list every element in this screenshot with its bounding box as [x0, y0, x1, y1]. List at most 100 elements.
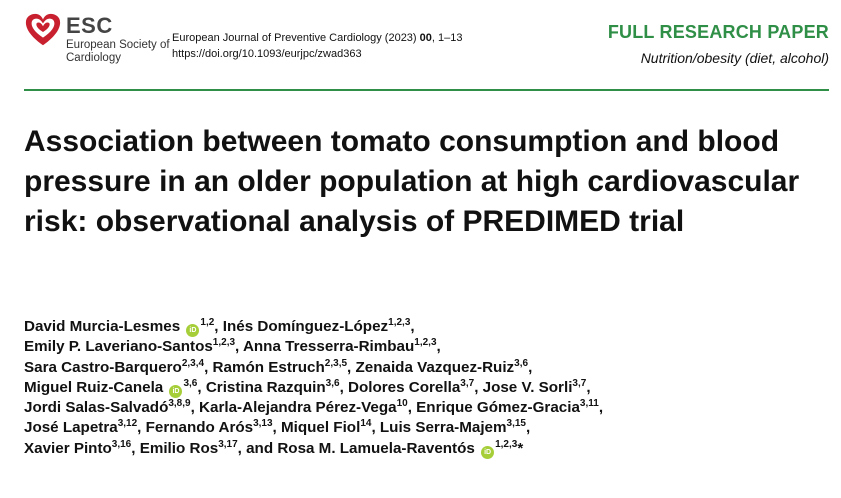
author: Cristina Razquin3,6, — [205, 377, 349, 396]
doi-link[interactable]: https://doi.org/10.1093/eurjpc/zwad363 — [172, 48, 362, 60]
author-name: Enrique Gómez-Gracia — [416, 399, 580, 417]
author-separator: , — [528, 358, 533, 376]
author-line: Xavier Pinto3,16, Emilio Ros3,17, and Ro… — [24, 439, 829, 459]
author-list: David Murcia-Lesmes iD1,2, Inés Domíngue… — [24, 317, 829, 459]
author: Miquel Fiol14, — [281, 418, 380, 437]
author-separator: , — [436, 338, 441, 356]
author: José Lapetra3,12, — [24, 418, 146, 437]
author-affiliation: 1,2,3 — [414, 337, 437, 349]
author-name: Karla-Alejandra Pérez-Vega — [199, 399, 397, 417]
author: Xavier Pinto3,16, — [24, 438, 140, 457]
topic-label: Nutrition/obesity (diet, alcohol) — [640, 50, 829, 66]
author-name: Sara Castro-Barquero — [24, 358, 182, 376]
author-affiliation: 3,7 — [572, 377, 587, 389]
author-separator: , — [410, 318, 415, 335]
author-affiliation: 14 — [360, 418, 372, 430]
author-line: Emily P. Laveriano-Santos1,2,3, Anna Tre… — [24, 337, 829, 357]
author: Karla-Alejandra Pérez-Vega10, — [199, 398, 417, 417]
author-affiliation: 3,13 — [253, 418, 273, 430]
journal-citation: European Journal of Preventive Cardiolog… — [172, 30, 463, 62]
author-line: Jordi Salas-Salvadó3,8,9, Karla-Alejandr… — [24, 398, 829, 418]
author-name: Jose V. Sorli — [482, 378, 573, 396]
author-name: Jordi Salas-Salvadó — [24, 399, 169, 417]
author: Ramón Estruch2,3,5, — [212, 357, 356, 376]
author-separator: , and — [237, 439, 278, 457]
author-name: Rosa M. Lamuela-Raventós — [277, 439, 475, 457]
author-separator: , — [190, 399, 200, 417]
author-affiliation: 3,15 — [506, 418, 526, 430]
author-affiliation: 2,3,4 — [181, 357, 205, 369]
author-affiliation: 1,2,3 — [388, 317, 411, 328]
author-line: David Murcia-Lesmes iD1,2, Inés Domíngue… — [24, 317, 829, 337]
journal-pages: , 1–13 — [431, 32, 463, 44]
author-separator: , — [586, 378, 591, 396]
author-line: José Lapetra3,12, Fernando Arós3,13, Miq… — [24, 418, 829, 438]
author-name: Miquel Fiol — [281, 419, 361, 437]
author-name: Luis Serra-Majem — [379, 419, 507, 437]
author-affiliation: 1,2,3 — [495, 438, 518, 450]
author: Zenaida Vazquez-Ruiz3,6, — [355, 357, 533, 376]
author-name: Cristina Razquin — [205, 378, 326, 396]
author: David Murcia-Lesmes iD1,2, — [24, 317, 223, 337]
author: Sara Castro-Barquero2,3,4, — [24, 357, 213, 376]
author-affiliation: 3,12 — [117, 418, 138, 430]
author: Miguel Ruiz-Canela iD3,6, — [24, 377, 206, 398]
author-affiliation: 3,6 — [183, 377, 198, 389]
author-affiliation: 2,3,5 — [324, 357, 348, 369]
author-name: Zenaida Vazquez-Ruiz — [355, 358, 515, 376]
author-name: Emilio Ros — [139, 439, 219, 457]
author: Rosa M. Lamuela-Raventós iD1,2,3* — [277, 438, 524, 459]
author-separator: , — [598, 399, 604, 417]
author-separator: , — [474, 378, 483, 396]
article-title: Association between tomato consumption a… — [24, 125, 800, 238]
author: Emilio Ros3,17, and — [139, 438, 278, 457]
author-affiliation: 3,17 — [218, 438, 238, 450]
author: Inés Domínguez-López1,2,3, — [222, 317, 415, 336]
esc-heart-icon — [25, 13, 61, 46]
author: Fernando Arós3,13, — [145, 418, 281, 437]
author-name: Fernando Arós — [145, 419, 254, 437]
author: Dolores Corella3,7, — [348, 377, 483, 396]
author-separator: , — [347, 358, 356, 376]
author-name: Emily P. Laveriano-Santos — [24, 338, 213, 356]
logo-text: ESC — [66, 13, 113, 38]
author-line: Sara Castro-Barquero2,3,4, Ramón Estruch… — [24, 358, 829, 378]
author-separator: , — [197, 378, 206, 396]
author-affiliation: 10 — [396, 398, 408, 410]
paper-type-label: FULL RESEARCH PAPER — [607, 22, 829, 42]
author-separator: , — [371, 419, 380, 437]
author: Jose V. Sorli3,7, — [482, 377, 591, 396]
author-separator: * — [517, 439, 524, 457]
header-divider — [24, 89, 829, 91]
author-line: Miguel Ruiz-Canela iD3,6, Cristina Razqu… — [24, 378, 829, 398]
author-affiliation: 3,6 — [325, 377, 340, 389]
author-name: Dolores Corella — [348, 378, 461, 396]
author-name: Ramón Estruch — [212, 358, 325, 376]
author-separator: , — [407, 399, 417, 417]
logo-subtitle: European Society of Cardiology — [66, 39, 170, 64]
author-affiliation: 1,2,3 — [212, 337, 236, 349]
author-separator: , — [214, 318, 223, 335]
author: Anna Tresserra-Rimbau1,2,3, — [242, 337, 441, 356]
author-name: Anna Tresserra-Rimbau — [242, 338, 415, 356]
orcid-icon[interactable]: iD — [186, 324, 200, 337]
author-affiliation: 3,8,9 — [168, 398, 191, 410]
author-name: Miguel Ruiz-Canela — [24, 378, 164, 396]
author-name: David Murcia-Lesmes — [24, 318, 181, 335]
author-separator: , — [339, 378, 349, 396]
author: Emily P. Laveriano-Santos1,2,3, — [24, 337, 243, 356]
author-affiliation: 3,7 — [460, 377, 475, 389]
author: Luis Serra-Majem3,15, — [379, 418, 531, 437]
author-name: Xavier Pinto — [24, 439, 112, 457]
author-name: Inés Domínguez-López — [222, 318, 389, 335]
orcid-icon[interactable]: iD — [481, 445, 495, 459]
author-affiliation: 3,11 — [579, 398, 599, 410]
author-separator: , — [525, 419, 531, 437]
author-separator: , — [235, 338, 243, 356]
author-name: José Lapetra — [24, 419, 118, 437]
author-affiliation: 3,6 — [514, 357, 529, 369]
author-affiliation: 1,2 — [200, 317, 215, 328]
author-separator: , — [272, 419, 281, 437]
author-affiliation: 3,16 — [111, 438, 132, 450]
orcid-icon[interactable]: iD — [169, 384, 183, 398]
